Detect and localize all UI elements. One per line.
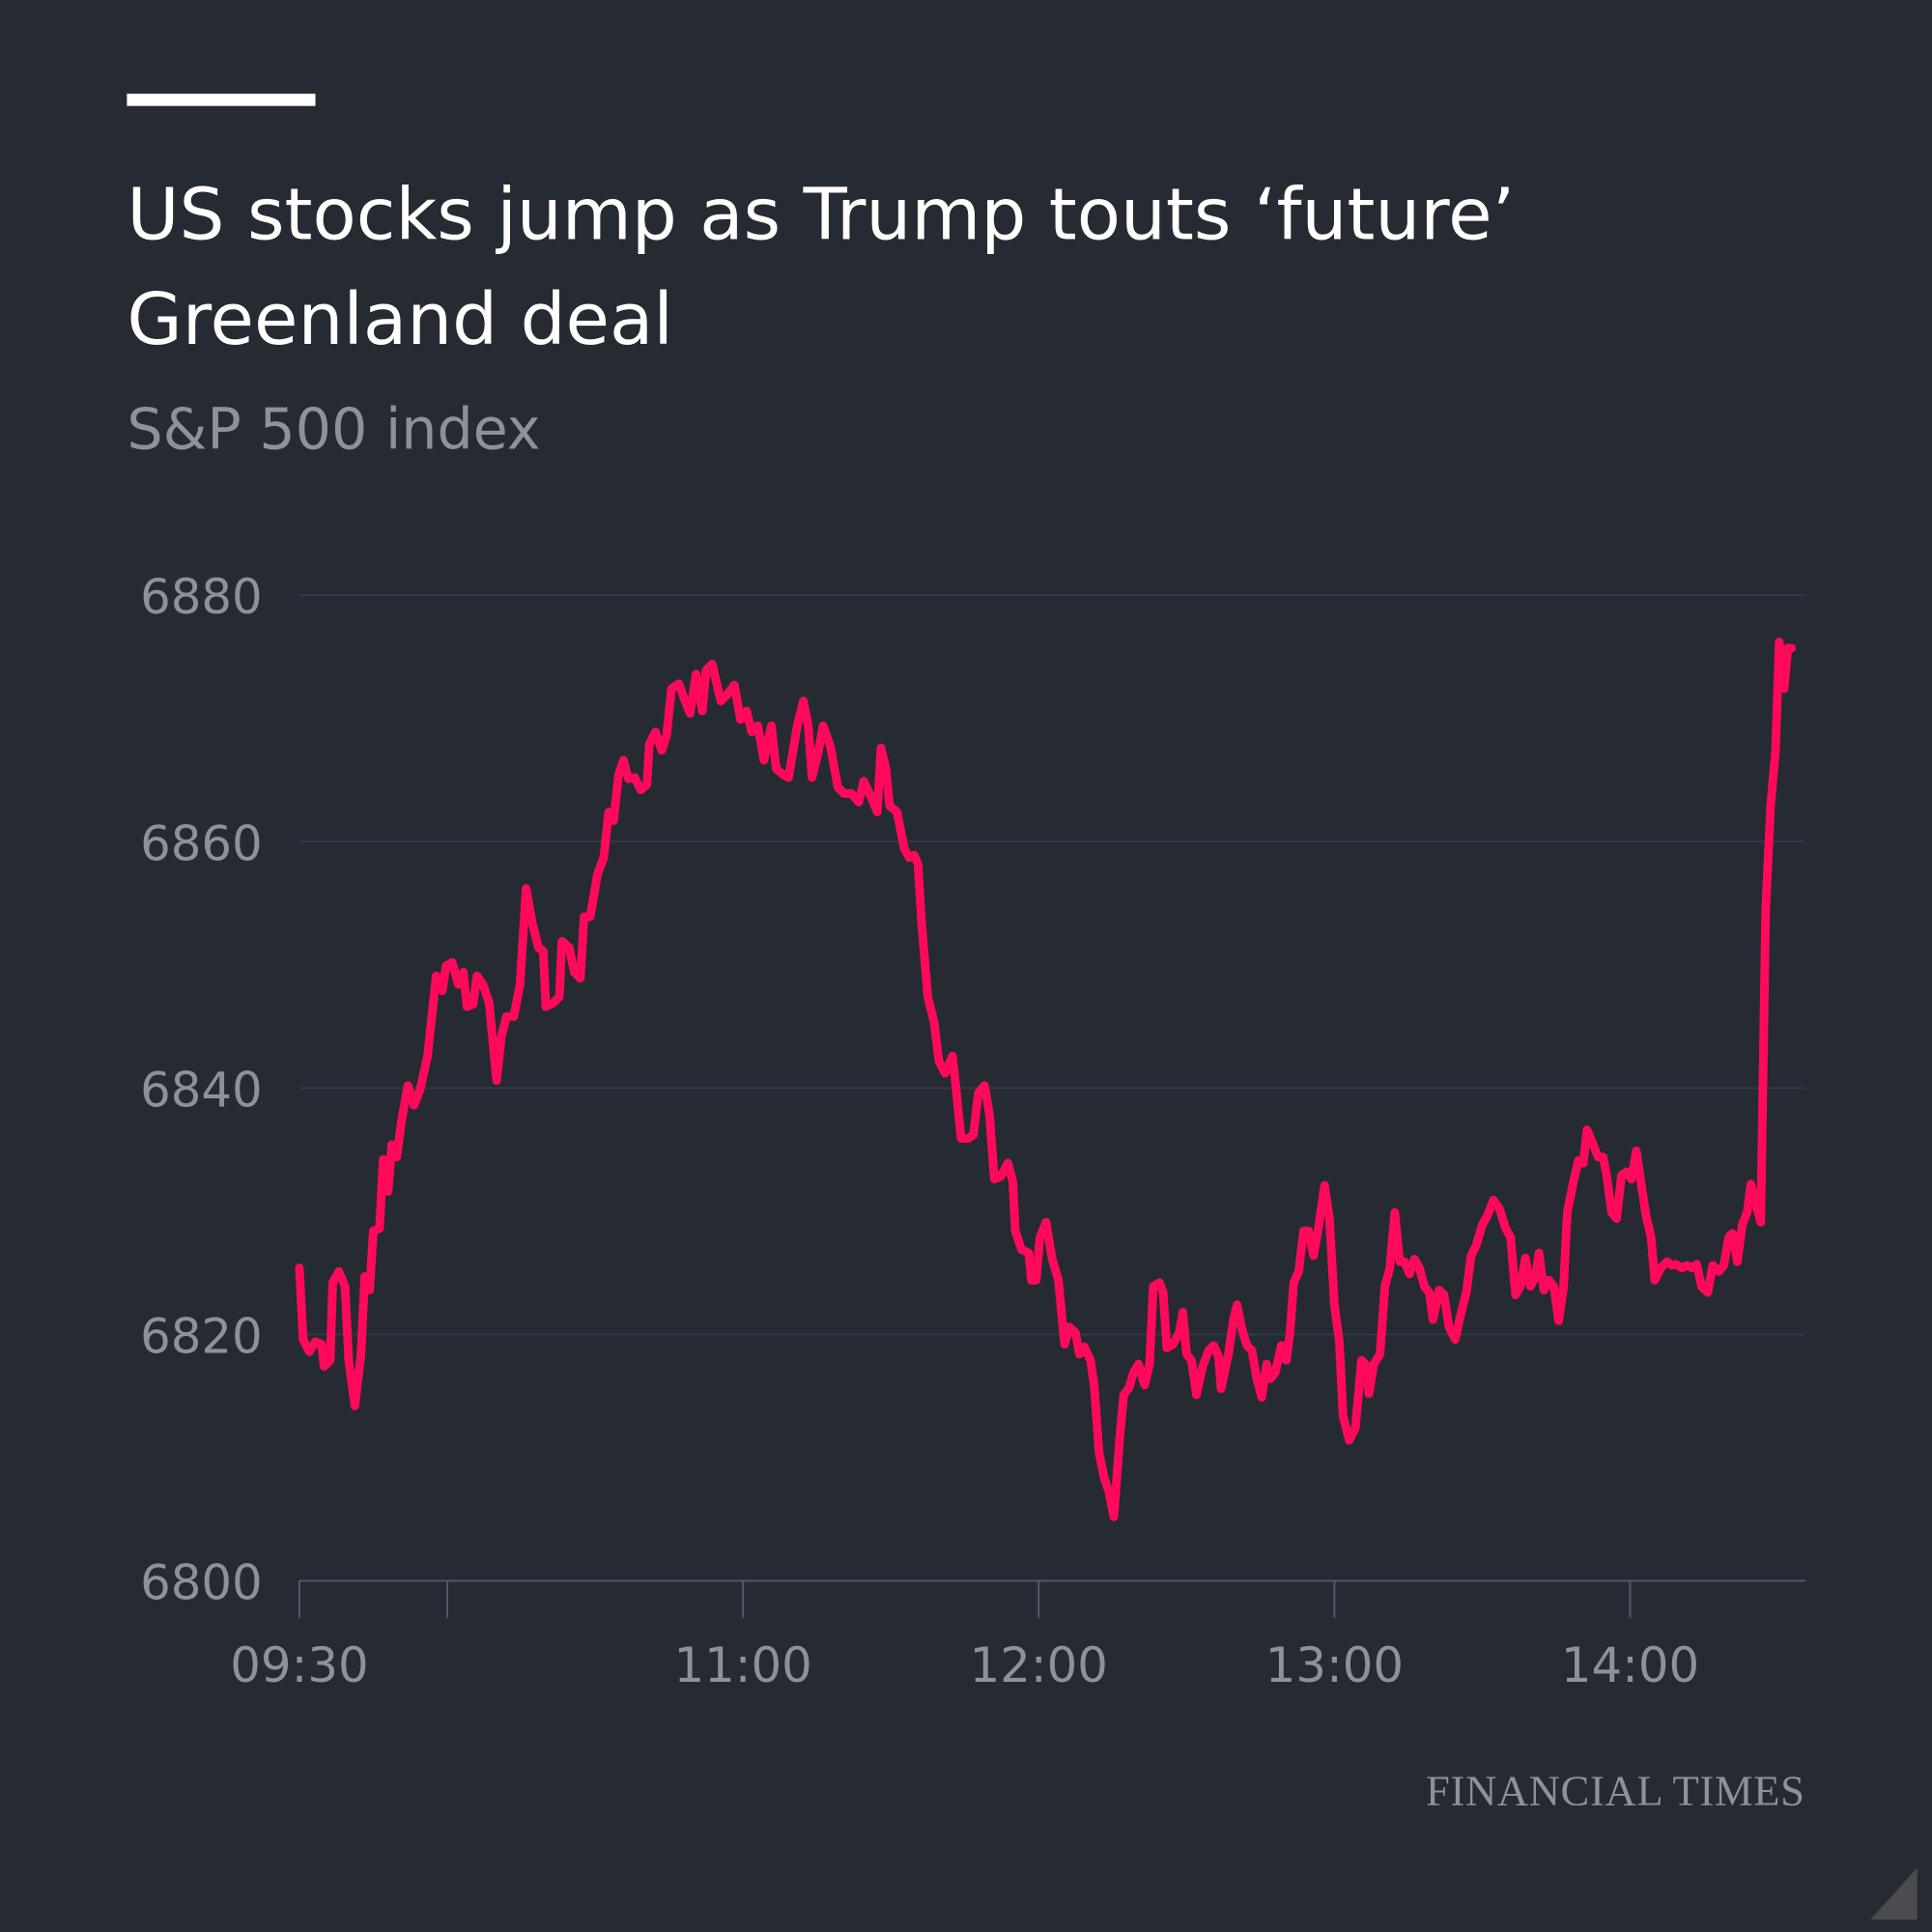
y-tick-label: 6820	[140, 1309, 263, 1365]
x-tick-label: 12:00	[970, 1637, 1108, 1693]
gridlines	[298, 594, 1805, 1582]
y-tick-label: 6860	[140, 815, 263, 871]
x-tick-label: 13:00	[1265, 1637, 1404, 1693]
sp500-line	[295, 638, 1797, 1521]
x-axis: 09:30 11:00 12:00 13:00 14:00	[230, 1580, 1699, 1693]
x-tick-label: 09:30	[230, 1637, 368, 1693]
chart-title-line-1: US stocks jump as Trump touts ‘future’	[127, 173, 1515, 256]
chart-title-line-2: Greenland deal	[127, 278, 673, 361]
y-axis-labels: 6800 6820 6840 6860 6880	[140, 569, 263, 1610]
chart-subtitle: S&P 500 index	[127, 396, 540, 462]
y-tick-label: 6800	[140, 1555, 263, 1611]
x-tick-label: 14:00	[1561, 1637, 1699, 1693]
y-tick-label: 6840	[140, 1062, 263, 1118]
x-tick-label: 11:00	[673, 1637, 811, 1693]
financial-times-logo: FINANCIAL TIMES	[1426, 1767, 1805, 1815]
y-tick-label: 6880	[140, 569, 263, 625]
corner-fold-icon	[1870, 1867, 1918, 1920]
title-accent-bar	[127, 93, 316, 106]
